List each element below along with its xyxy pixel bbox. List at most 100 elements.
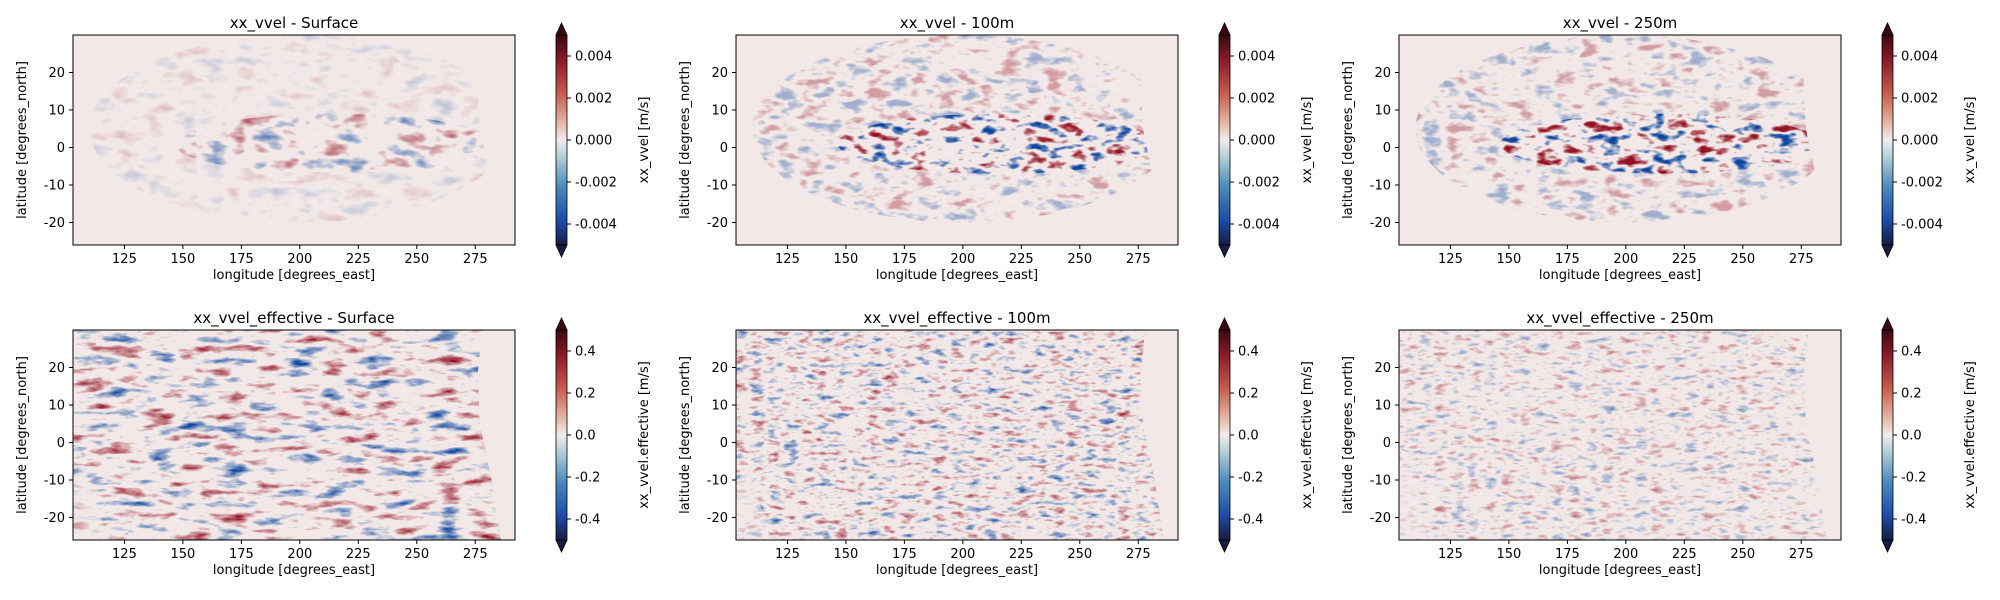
chart-title: xx_vvel - 250m <box>1563 14 1678 33</box>
colorbar-tick-label: 0.0 <box>1238 429 1259 444</box>
colorbar-tick-label: 0.004 <box>1238 50 1275 65</box>
colorbar-tick-label: 0.000 <box>575 134 612 149</box>
land-mask-east <box>1803 330 1841 540</box>
chart-title: xx_vvel - 100m <box>900 14 1015 33</box>
x-tick-label: 175 <box>892 547 917 562</box>
colorbar-tick-label: -0.004 <box>1901 218 1943 233</box>
colorbar-tick-label: 0.4 <box>1901 345 1922 360</box>
x-tick-label: 275 <box>463 547 488 562</box>
x-tick-label: 125 <box>775 547 800 562</box>
field-noise <box>1399 330 1841 540</box>
y-tick-label: 20 <box>711 361 728 376</box>
x-tick-label: 200 <box>287 547 312 562</box>
colorbar-tick-label: -0.004 <box>1238 218 1280 233</box>
colorbar-extend-max <box>1218 22 1231 36</box>
y-tick-label: 10 <box>711 104 728 119</box>
colorbar-tick-label: -0.4 <box>1901 513 1926 528</box>
x-tick-label: 200 <box>1613 547 1638 562</box>
x-tick-label: 250 <box>1067 252 1092 267</box>
colorbar-extend-min <box>1218 244 1231 258</box>
y-tick-label: 10 <box>48 399 65 414</box>
y-tick-label: -10 <box>1370 474 1391 489</box>
colorbar-tick-label: -0.4 <box>575 513 600 528</box>
colorbar-extend-max <box>1881 22 1894 36</box>
colorbar-tick-label: 0.000 <box>1901 134 1938 149</box>
colorbar-tick-label: 0.004 <box>1901 50 1938 65</box>
colorbar-tick-label: -0.002 <box>1238 176 1280 191</box>
colorbar-gradient-bar <box>556 330 567 540</box>
colorbar-label: xx_vvel.effective [m/s] <box>637 361 652 509</box>
x-axis-label: longitude [degrees_east] <box>876 563 1038 578</box>
colorbar-tick-label: 0.2 <box>1901 387 1922 402</box>
y-tick-label: -10 <box>707 474 728 489</box>
field-texture <box>736 330 1178 540</box>
colorbar: 0.004 0.002 0.000 -0.002 -0.004 xx_vvel [m/s] <box>1881 22 1978 258</box>
axes-frame <box>1398 34 1842 246</box>
colorbar-tick-label: 0.2 <box>1238 387 1259 402</box>
land-mask-southwest <box>1399 472 1435 540</box>
colorbar-gradient-bar <box>1219 330 1230 540</box>
colorbar-tick-label: 0.4 <box>575 345 596 360</box>
y-tick-label: 20 <box>1374 361 1391 376</box>
x-tick-label: 225 <box>1009 252 1034 267</box>
y-axis-label: latitude [degrees_north] <box>678 356 693 514</box>
x-tick-label: 250 <box>404 547 429 562</box>
x-tick-label: 250 <box>1730 252 1755 267</box>
x-tick-label: 275 <box>463 252 488 267</box>
colorbar: 0.4 0.2 0.0 -0.2 -0.4 xx_vvel.effective [m/s] <box>555 317 652 553</box>
x-axis-label: longitude [degrees_east] <box>876 268 1038 283</box>
x-axis-label: longitude [degrees_east] <box>1539 563 1701 578</box>
y-tick-label: -20 <box>44 511 65 526</box>
colorbar-tick-label: 0.002 <box>1238 92 1275 107</box>
x-tick-label: 275 <box>1126 252 1151 267</box>
colorbar-extend-max <box>555 22 568 36</box>
y-tick-label: -20 <box>707 511 728 526</box>
x-tick-label: 250 <box>1067 547 1092 562</box>
x-tick-label: 175 <box>1555 252 1580 267</box>
y-tick-label: 0 <box>1383 141 1391 156</box>
y-tick-label: 20 <box>711 66 728 81</box>
colorbar-tick-label: 0.2 <box>575 387 596 402</box>
colorbar-extend-min <box>555 539 568 553</box>
y-tick-label: -10 <box>44 179 65 194</box>
axes-frame <box>72 34 516 246</box>
land-mask-east <box>1803 35 1841 245</box>
axes-frame <box>735 34 1179 246</box>
axes-frame <box>1398 329 1842 541</box>
x-axis-label: longitude [degrees_east] <box>1539 268 1701 283</box>
y-tick-label: -10 <box>1370 179 1391 194</box>
chart-title: xx_vvel_effective - Surface <box>193 309 394 328</box>
x-tick-label: 200 <box>950 547 975 562</box>
field-noise <box>73 330 515 540</box>
colorbar-gradient-bar <box>1219 35 1230 245</box>
y-tick-label: -20 <box>707 216 728 231</box>
x-tick-label: 150 <box>171 252 196 267</box>
land-mask-east <box>1140 35 1178 245</box>
y-tick-label: -10 <box>44 474 65 489</box>
colorbar-tick-label: 0.0 <box>1901 429 1922 444</box>
axes-frame <box>72 329 516 541</box>
colorbar-tick-label: -0.2 <box>1238 471 1263 486</box>
land-mask-east <box>1140 330 1178 540</box>
y-axis-label: latitude [degrees_north] <box>1341 356 1356 514</box>
field-texture <box>89 35 511 223</box>
field-noise-band <box>837 113 1159 174</box>
colorbar-extend-min <box>1218 539 1231 553</box>
x-tick-label: 225 <box>1672 252 1697 267</box>
x-tick-label: 250 <box>404 252 429 267</box>
y-tick-label: 10 <box>1374 104 1391 119</box>
y-tick-label: 10 <box>1374 399 1391 414</box>
land-mask-east <box>477 35 515 245</box>
x-tick-label: 225 <box>346 547 371 562</box>
land-mask-southwest <box>736 472 772 540</box>
field-texture <box>752 35 1174 223</box>
x-tick-label: 150 <box>834 252 859 267</box>
colorbar-tick-label: 0.002 <box>575 92 612 107</box>
x-tick-label: 125 <box>112 252 137 267</box>
chart-title: xx_vvel_effective - 100m <box>863 309 1050 328</box>
